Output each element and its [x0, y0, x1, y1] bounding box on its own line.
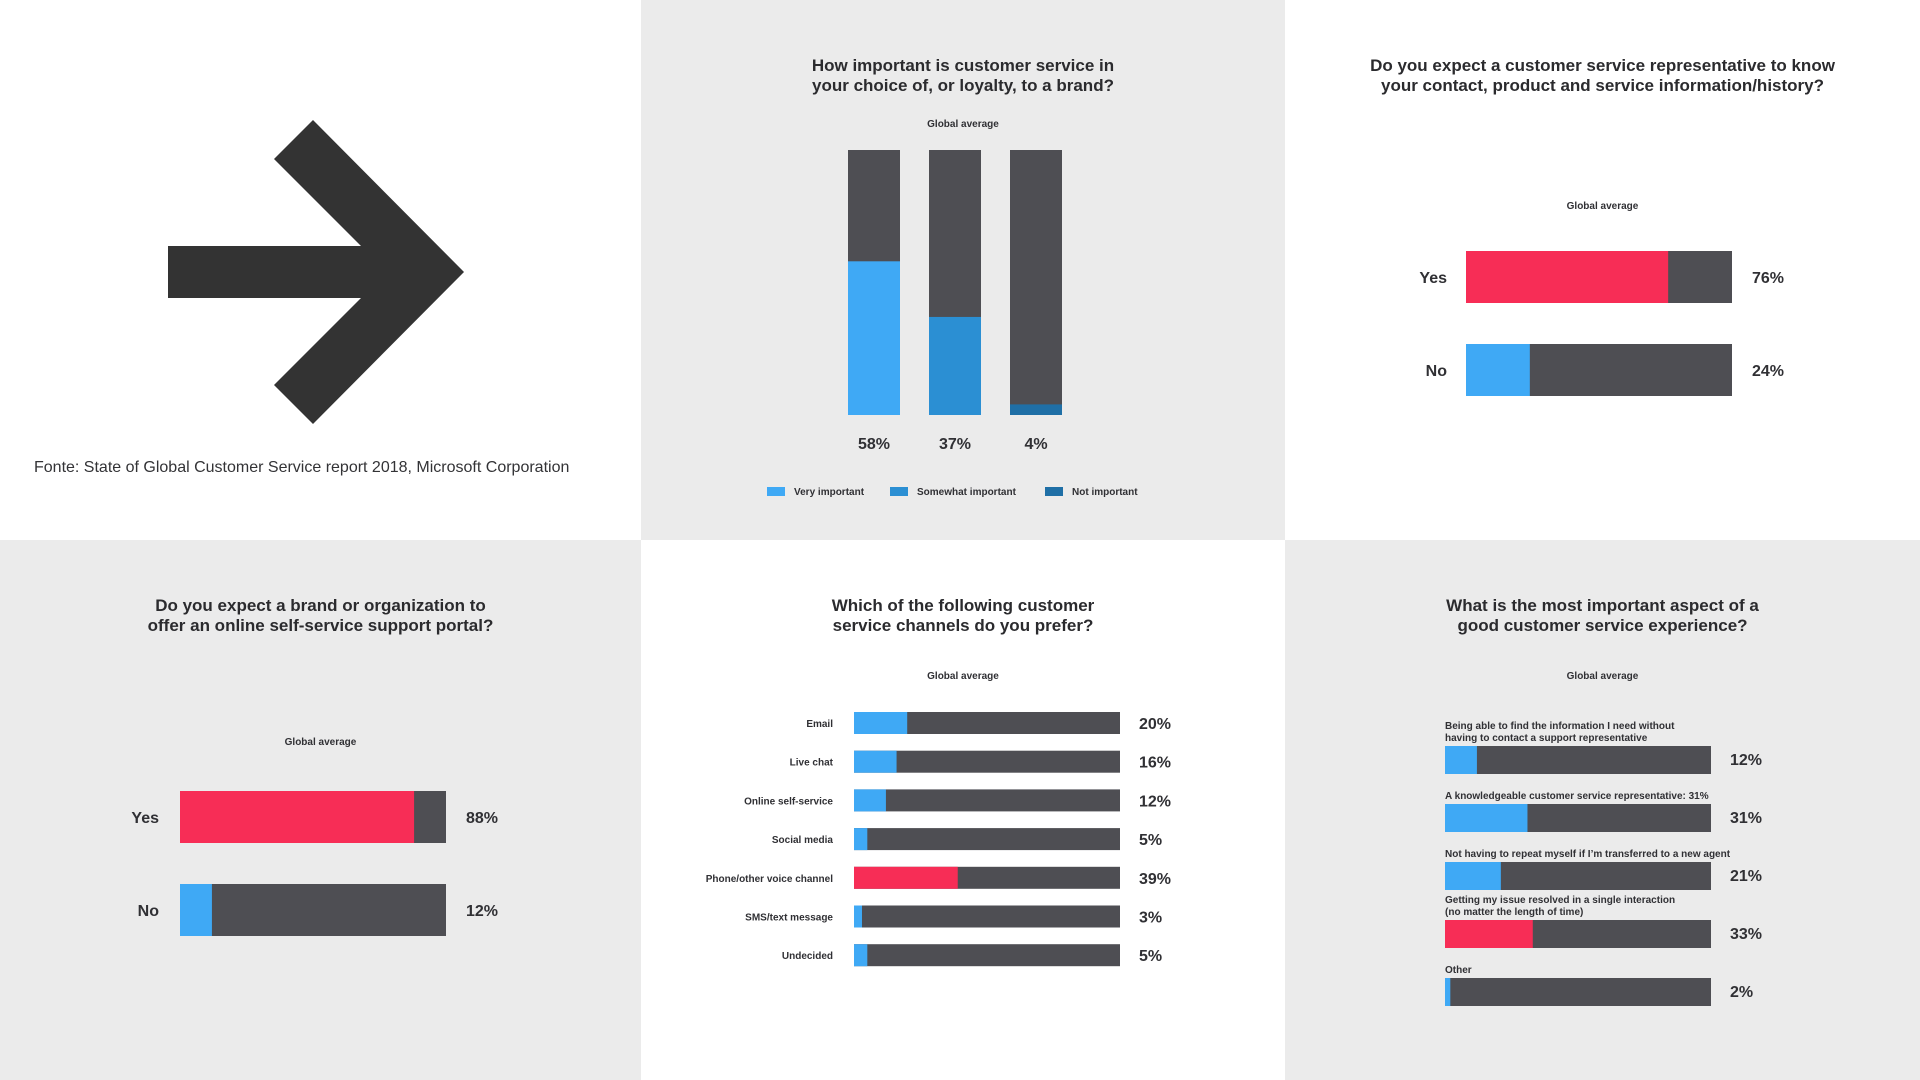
data-label-yes: 88%	[466, 810, 498, 827]
chart-q4-panel: Which of the following customer service …	[641, 540, 1285, 1080]
data-label-yes: 76%	[1752, 270, 1784, 287]
chart-q1-plot: 58% 37% 4% Very important Somewhat important…	[767, 150, 1138, 498]
category-label-yes: Yes	[131, 810, 159, 827]
category-label-sms-text-message: SMS/text message	[745, 913, 833, 924]
bar-track-aspect-5	[1445, 978, 1711, 1006]
chart-q2-plot: Yes 76% No 24%	[1419, 251, 1784, 396]
legend-swatch-not-important	[1045, 487, 1063, 496]
chart-q1-title: How important is customer service in you…	[811, 56, 1115, 95]
chart-q3-title: Do you expect a brand or organization to…	[147, 596, 494, 635]
data-label-aspect-5: 2%	[1730, 984, 1753, 1001]
legend-label-very-important: Very important	[794, 487, 865, 498]
data-label-somewhat-important: 37%	[939, 436, 971, 453]
category-label-aspect-4: Getting my issue resolved in a single in…	[1445, 895, 1675, 918]
bar-aspect-5	[1445, 978, 1451, 1006]
category-label-live-chat: Live chat	[790, 758, 834, 769]
category-label-undecided: Undecided	[782, 951, 833, 962]
data-label-sms-text-message: 3%	[1139, 910, 1162, 927]
chart-q2-subtitle: Global average	[1566, 201, 1639, 212]
bar-email	[854, 712, 908, 734]
category-label-no: No	[138, 903, 160, 920]
chart-q2-panel: Do you expect a customer service represe…	[1285, 0, 1920, 540]
data-label-online-self-service: 12%	[1139, 793, 1171, 810]
category-label-aspect-2: A knowledgeable customer service represe…	[1445, 791, 1709, 802]
data-label-no: 12%	[466, 903, 498, 920]
category-label-aspect-3: Not having to repeat myself if I’m trans…	[1445, 849, 1731, 860]
bar-very-important	[848, 261, 900, 415]
bar-aspect-3	[1445, 862, 1501, 890]
data-label-aspect-4: 33%	[1730, 926, 1762, 943]
data-label-no: 24%	[1752, 363, 1784, 380]
legend-swatch-somewhat-important	[890, 487, 908, 496]
bar-live-chat	[854, 750, 897, 773]
bar-aspect-1	[1445, 746, 1477, 774]
bar-track-no	[180, 884, 446, 936]
data-label-very-important: 58%	[858, 436, 890, 453]
data-label-aspect-2: 31%	[1730, 810, 1762, 827]
bar-track-live-chat	[854, 750, 1120, 773]
bar-yes	[1466, 251, 1669, 303]
chart-q3-subtitle: Global average	[284, 737, 357, 748]
bar-undecided	[854, 944, 868, 967]
data-label-aspect-3: 21%	[1730, 868, 1762, 885]
chart-q1-subtitle: Global average	[927, 119, 999, 130]
data-label-phone-other-voice-channel: 39%	[1139, 871, 1171, 888]
arrow-right-icon	[168, 120, 464, 424]
category-label-yes: Yes	[1419, 270, 1447, 287]
category-label-no: No	[1426, 363, 1448, 380]
bar-somewhat-important	[929, 316, 981, 415]
bar-track-online-self-service	[854, 789, 1120, 812]
data-label-email: 20%	[1139, 716, 1171, 733]
chart-q5-panel: What is the most important aspect of a g…	[1285, 540, 1920, 1080]
bar-track-undecided	[854, 944, 1120, 967]
bar-track-email	[854, 712, 1120, 734]
category-label-online-self-service: Online self-service	[744, 796, 833, 807]
bar-yes	[180, 791, 415, 843]
chart-q5-title: What is the most important aspect of a g…	[1446, 596, 1759, 635]
legend-label-not-important: Not important	[1072, 487, 1138, 498]
bar-social-media	[854, 828, 868, 851]
category-label-social-media: Social media	[772, 835, 834, 846]
legend-label-somewhat-important: Somewhat important	[917, 487, 1017, 498]
bar-sms-text-message	[854, 905, 862, 928]
bar-track-aspect-1	[1445, 746, 1711, 774]
chart-q3-plot: Yes 88% No 12%	[131, 791, 498, 936]
data-label-aspect-1: 12%	[1730, 752, 1762, 769]
category-label-aspect-1: Being able to find the information I nee…	[1445, 721, 1675, 744]
bar-track-not-important	[1010, 150, 1062, 415]
bar-online-self-service	[854, 789, 886, 812]
data-label-not-important: 4%	[1024, 436, 1047, 453]
bar-no	[180, 884, 212, 936]
chart-q3-panel: Do you expect a brand or organization to…	[0, 540, 641, 1080]
category-label-phone-other-voice-channel: Phone/other voice channel	[706, 874, 833, 885]
chart-q5-subtitle: Global average	[1566, 671, 1639, 682]
data-label-live-chat: 16%	[1139, 755, 1171, 772]
chart-q1-panel: How important is customer service in you…	[641, 0, 1285, 540]
bar-no	[1466, 344, 1530, 396]
bar-phone-other-voice-channel	[854, 866, 958, 889]
data-label-social-media: 5%	[1139, 832, 1162, 849]
data-label-undecided: 5%	[1139, 948, 1162, 965]
bar-not-important	[1010, 404, 1062, 415]
bar-track-social-media	[854, 828, 1120, 851]
source-panel: Fonte: State of Global Customer Service …	[0, 0, 641, 540]
chart-q4-title: Which of the following customer service …	[831, 596, 1095, 635]
category-label-email: Email	[806, 719, 833, 730]
legend-swatch-very-important	[767, 487, 785, 496]
chart-q2-title: Do you expect a customer service represe…	[1370, 56, 1835, 95]
category-label-aspect-5: Other	[1445, 965, 1472, 976]
bar-aspect-4	[1445, 920, 1533, 948]
bar-track-sms-text-message	[854, 905, 1120, 928]
chart-q5-plot: Being able to find the information I nee…	[1445, 721, 1762, 1006]
bar-aspect-2	[1445, 804, 1528, 832]
source-text: Fonte: State of Global Customer Service …	[34, 459, 570, 476]
chart-q4-subtitle: Global average	[927, 671, 999, 682]
chart-q4-plot: Email 20% Live chat 16% Online self-service 1…	[706, 712, 1171, 967]
